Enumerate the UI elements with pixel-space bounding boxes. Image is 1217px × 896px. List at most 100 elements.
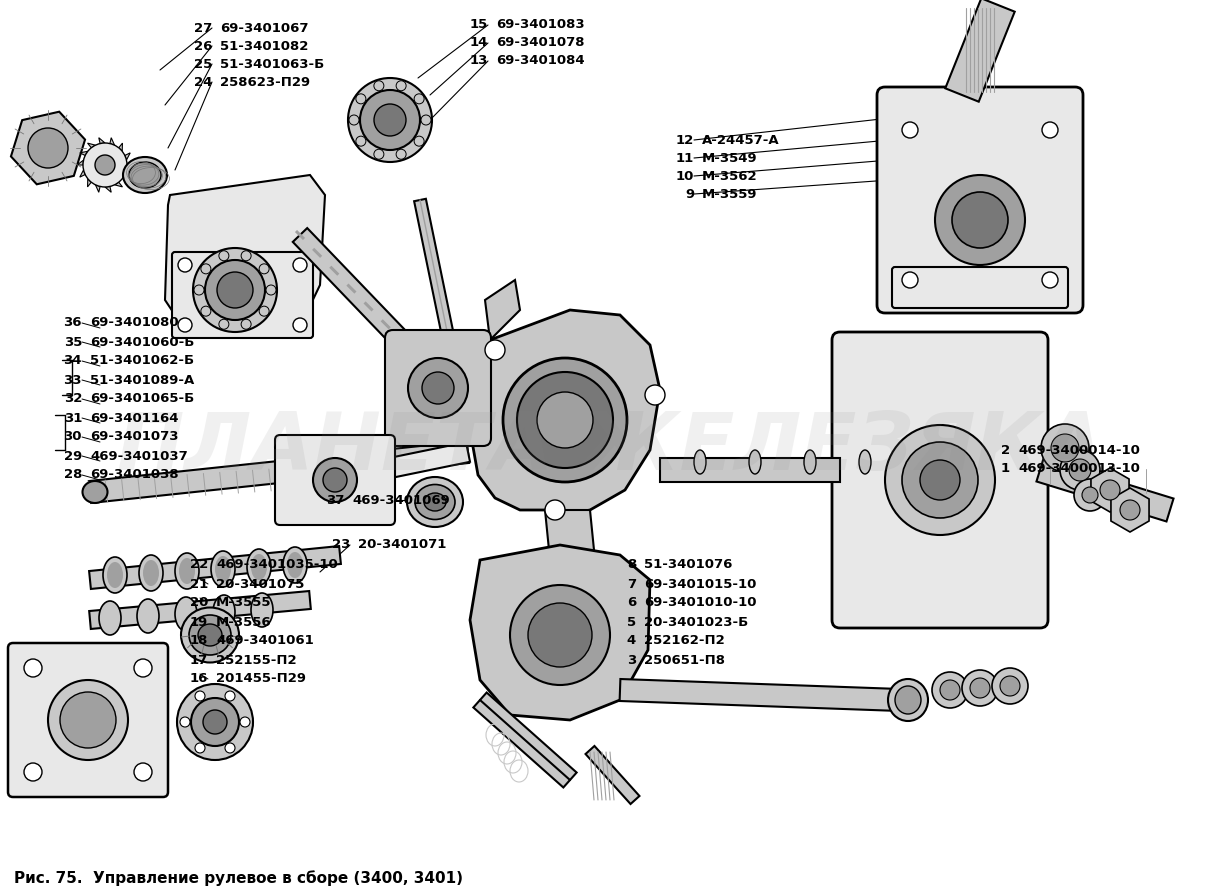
Polygon shape [122,175,130,178]
Circle shape [421,115,431,125]
Circle shape [323,468,347,492]
Text: 51-3401082: 51-3401082 [220,39,308,53]
Ellipse shape [424,493,445,511]
Polygon shape [414,199,461,371]
Circle shape [293,318,307,332]
Circle shape [241,319,251,329]
Text: М-3559: М-3559 [702,187,757,201]
Text: 25: 25 [194,57,212,71]
Text: 252155-П2: 252155-П2 [215,653,297,667]
Circle shape [1042,122,1058,138]
Polygon shape [127,165,133,170]
Circle shape [219,251,229,261]
FancyBboxPatch shape [877,87,1083,313]
Ellipse shape [415,485,455,520]
Circle shape [528,603,591,667]
Ellipse shape [287,552,303,578]
Text: 33: 33 [63,374,82,386]
Polygon shape [470,545,650,720]
Text: 469-3401037: 469-3401037 [90,450,187,462]
Circle shape [374,104,406,136]
Circle shape [414,136,425,146]
Text: 69-3401080: 69-3401080 [90,316,179,330]
Polygon shape [398,337,408,348]
FancyBboxPatch shape [172,252,313,338]
Polygon shape [330,265,340,276]
Circle shape [396,81,406,90]
Ellipse shape [804,450,817,474]
Circle shape [349,115,359,125]
Ellipse shape [213,595,235,629]
Circle shape [60,692,116,748]
Circle shape [195,743,204,753]
Text: 69-3401164: 69-3401164 [90,411,179,425]
Polygon shape [119,143,123,151]
Circle shape [1051,434,1079,462]
Text: 20-3401023-Б: 20-3401023-Б [644,616,748,628]
FancyBboxPatch shape [9,643,168,797]
Ellipse shape [247,549,271,585]
Text: 12: 12 [675,134,694,147]
Text: 7: 7 [627,578,636,590]
Text: 28: 28 [63,469,82,481]
Polygon shape [347,283,357,294]
Circle shape [225,743,235,753]
Ellipse shape [103,557,127,593]
Text: 250651-П8: 250651-П8 [644,653,725,667]
Text: 23: 23 [331,538,350,552]
Text: 469-3400014-10: 469-3400014-10 [1017,444,1140,456]
Circle shape [902,122,918,138]
FancyBboxPatch shape [892,267,1069,308]
Circle shape [178,318,192,332]
Text: 4: 4 [627,634,636,648]
Text: 51-3401062-Б: 51-3401062-Б [90,355,195,367]
Ellipse shape [251,593,273,627]
Text: 37: 37 [326,494,344,506]
Text: 69-3401038: 69-3401038 [90,469,179,481]
Circle shape [134,659,152,677]
Polygon shape [80,170,85,177]
Circle shape [645,385,664,405]
Circle shape [83,143,127,187]
Text: 18: 18 [190,634,208,648]
Ellipse shape [123,157,167,193]
Ellipse shape [894,686,921,714]
Text: 36: 36 [63,316,82,330]
Circle shape [1000,676,1020,696]
Circle shape [970,678,989,698]
Polygon shape [99,138,105,143]
Polygon shape [381,319,391,330]
Circle shape [176,684,253,760]
Text: 22: 22 [190,558,208,572]
Circle shape [178,258,192,272]
Circle shape [1082,487,1098,503]
Circle shape [414,94,425,104]
Circle shape [486,340,505,360]
FancyBboxPatch shape [385,330,490,446]
Polygon shape [95,185,100,193]
Circle shape [293,258,307,272]
Ellipse shape [99,601,120,635]
Circle shape [940,680,960,700]
Text: 469-3401061: 469-3401061 [215,634,314,648]
Polygon shape [1037,459,1173,521]
Ellipse shape [179,558,195,584]
Text: 51-3401063-Б: 51-3401063-Б [220,57,324,71]
Polygon shape [89,591,310,629]
Polygon shape [88,143,95,148]
Text: 27: 27 [194,22,212,35]
Polygon shape [946,0,1015,101]
Ellipse shape [406,477,462,527]
Text: 69-3401084: 69-3401084 [497,55,584,67]
Circle shape [1041,424,1089,472]
Text: 35: 35 [63,335,82,349]
Text: 201455-П29: 201455-П29 [215,673,305,685]
Text: 69-3401065-Б: 69-3401065-Б [90,392,195,406]
Circle shape [203,710,228,734]
Text: 31: 31 [63,411,82,425]
Text: 8: 8 [627,558,636,572]
Circle shape [201,306,211,316]
Circle shape [1069,459,1090,481]
Polygon shape [470,310,660,515]
Text: 34: 34 [63,355,82,367]
